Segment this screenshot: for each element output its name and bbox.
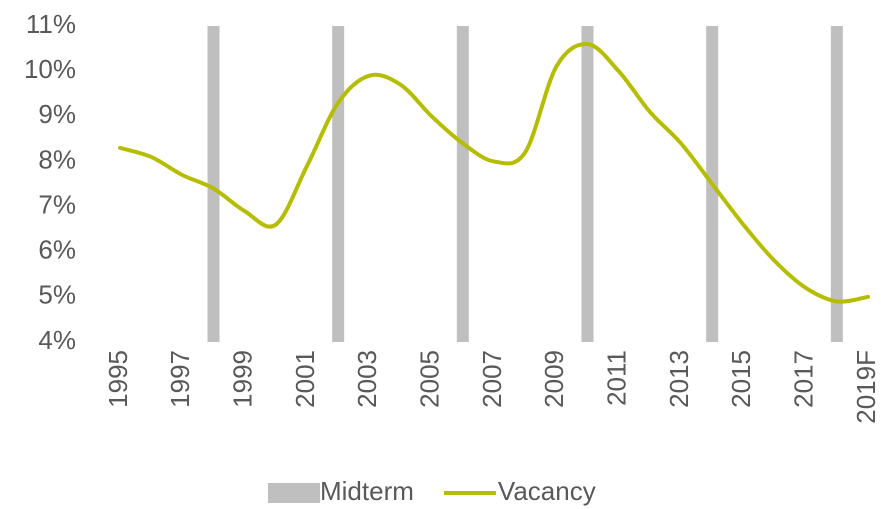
- x-tick-label: 2015: [726, 350, 756, 408]
- y-tick-label: 7%: [38, 189, 76, 219]
- midterm-bar: [332, 26, 345, 342]
- x-tick-label: 1999: [228, 350, 258, 408]
- midterm-bar: [581, 26, 594, 342]
- y-tick-label: 6%: [38, 235, 76, 265]
- legend-label: Vacancy: [498, 476, 596, 506]
- x-tick-label: 2007: [477, 350, 507, 408]
- legend-label: Midterm: [320, 476, 414, 506]
- y-tick-label: 9%: [38, 99, 76, 129]
- x-tick-label: 2003: [352, 350, 382, 408]
- y-tick-label: 5%: [38, 280, 76, 310]
- x-tick-label: 2005: [415, 350, 445, 408]
- x-tick-label: 2009: [539, 350, 569, 408]
- legend-swatch: [268, 483, 320, 503]
- vacancy-line: [118, 42, 870, 304]
- midterm-bar: [456, 26, 469, 342]
- x-tick-label: 2017: [789, 350, 819, 408]
- x-tick-label: 1995: [103, 350, 133, 408]
- x-tick-label: 2013: [664, 350, 694, 408]
- y-tick-label: 11%: [26, 9, 76, 39]
- x-tick-label: 1997: [165, 350, 195, 408]
- x-tick-label: 2019F: [851, 350, 881, 424]
- midterm-bar: [207, 26, 220, 342]
- y-tick-label: 8%: [38, 144, 76, 174]
- x-tick-label: 2011: [602, 350, 632, 406]
- y-tick-label: 10%: [24, 54, 76, 84]
- y-tick-label: 4%: [38, 325, 76, 355]
- midterm-bar: [830, 26, 843, 342]
- x-tick-label: 2001: [290, 350, 320, 408]
